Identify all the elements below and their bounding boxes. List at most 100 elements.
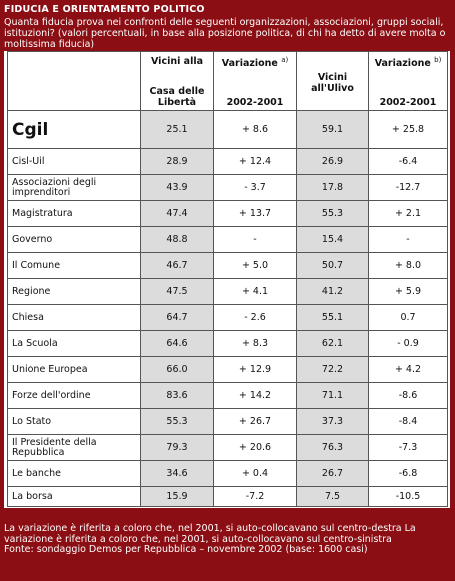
cell-cdl: 46.7 — [140, 252, 214, 279]
cell-cdl: 83.6 — [140, 382, 214, 409]
header: FIDUCIA E ORIENTAMENTO POLITICO Quanta f… — [4, 4, 449, 50]
table-row: Il Comune 46.7 + 5.0 50.7 + 8.0 — [7, 252, 448, 279]
header-var-a-line1: Variazione a) — [218, 56, 292, 69]
cell-var-a: + 0.4 — [213, 460, 297, 487]
table-body: Cgil 25.1 + 8.6 59.1 + 25.8 Cisl-Uil 28.9 + 12.… — [7, 110, 448, 507]
cell-var-b: -8.6 — [368, 382, 448, 409]
cell-var-a: - 3.7 — [213, 174, 297, 201]
header-cdl: Vicini alla Casa delle Libertà — [140, 51, 214, 111]
infographic-subtitle: Quanta fiducia prova nei confronti delle… — [4, 17, 446, 50]
row-label: La Scuola — [7, 330, 141, 357]
row-label: Forze dell'ordine — [7, 382, 141, 409]
table-row: Lo Stato 55.3 + 26.7 37.3 -8.4 — [7, 408, 448, 435]
cell-var-a: + 5.0 — [213, 252, 297, 279]
table-row: Regione 47.5 + 4.1 41.2 + 5.9 — [7, 278, 448, 305]
header-var-b-note: b) — [434, 56, 442, 64]
header-var-b-line1: Variazione b) — [373, 56, 443, 69]
cell-cdl: 25.1 — [140, 110, 214, 149]
cell-var-a: + 13.7 — [213, 200, 297, 227]
cell-var-b: -6.4 — [368, 148, 448, 175]
cell-var-a: + 8.3 — [213, 330, 297, 357]
cell-var-a: + 12.9 — [213, 356, 297, 383]
cell-ulivo: 71.1 — [296, 382, 369, 409]
cell-var-b: - 0.9 — [368, 330, 448, 357]
cell-var-b: -6.8 — [368, 460, 448, 487]
cell-var-a: + 4.1 — [213, 278, 297, 305]
header-blank — [7, 51, 141, 111]
cell-ulivo: 50.7 — [296, 252, 369, 279]
row-label: Unione Europea — [7, 356, 141, 383]
cell-var-a: + 12.4 — [213, 148, 297, 175]
footer: La variazione è riferita a coloro che, n… — [4, 523, 450, 556]
header-ulivo-line1: Vicini all'Ulivo — [311, 72, 354, 94]
row-label: Cgil — [7, 110, 141, 149]
table-row: Chiesa 64.7- 2.6 55.1 0.7 — [7, 304, 448, 331]
row-label: Cisl-Uil — [7, 148, 141, 175]
cell-var-b: -8.4 — [368, 408, 448, 435]
trust-table: Vicini alla Casa delle Libertà Variazion… — [7, 51, 448, 507]
cell-cdl: 47.4 — [140, 200, 214, 227]
cell-var-a: -7.2 — [213, 486, 297, 507]
cell-ulivo: 7.5 — [296, 486, 369, 507]
cell-cdl: 47.5 — [140, 278, 214, 305]
table-row: La Scuola 64.6 + 8.3 62.1- 0.9 — [7, 330, 448, 357]
cell-var-b: + 8.0 — [368, 252, 448, 279]
table-row: Forze dell'ordine 83.6 + 14.2 71.1 -8.6 — [7, 382, 448, 409]
table-row: Governo 48.8-15.4- — [7, 226, 448, 253]
cell-ulivo: 15.4 — [296, 226, 369, 253]
row-label: Lo Stato — [7, 408, 141, 435]
cell-cdl: 79.3 — [140, 434, 214, 461]
row-label: Le banche — [7, 460, 141, 487]
table-row: La borsa 15.9 -7.2 7.5 -10.5 — [7, 486, 448, 507]
cell-ulivo: 59.1 — [296, 110, 369, 149]
table-row: Il Presidente della Repubblica 79.3 + 20.6… — [7, 434, 448, 461]
table-row: Magistratura 47.4 + 13.7 55.3 + 2.1 — [7, 200, 448, 227]
cell-ulivo: 72.2 — [296, 356, 369, 383]
cell-var-b: + 5.9 — [368, 278, 448, 305]
table-row: Cisl-Uil 28.9 + 12.4 26.9 -6.4 — [7, 148, 448, 175]
cell-var-b: + 4.2 — [368, 356, 448, 383]
cell-cdl: 64.7 — [140, 304, 214, 331]
cell-var-a: + 20.6 — [213, 434, 297, 461]
table-header-row: Vicini alla Casa delle Libertà Variazion… — [7, 51, 448, 111]
header-cdl-line1: Vicini alla — [151, 56, 203, 67]
cell-ulivo: 55.1 — [296, 304, 369, 331]
cell-cdl: 66.0 — [140, 356, 214, 383]
cell-var-b: -10.5 — [368, 486, 448, 507]
cell-cdl: 64.6 — [140, 330, 214, 357]
table-row: Cgil 25.1 + 8.6 59.1 + 25.8 — [7, 110, 448, 149]
cell-ulivo: 55.3 — [296, 200, 369, 227]
cell-cdl: 48.8 — [140, 226, 214, 253]
cell-var-a: - — [213, 226, 297, 253]
row-label: La borsa — [7, 486, 141, 507]
cell-ulivo: 41.2 — [296, 278, 369, 305]
header-var-a-text: Variazione — [221, 58, 278, 70]
cell-ulivo: 62.1 — [296, 330, 369, 357]
cell-var-a: + 26.7 — [213, 408, 297, 435]
footer-source: Fonte: sondaggio Demos per Repubblica – … — [4, 544, 368, 555]
cell-var-b: + 25.8 — [368, 110, 448, 149]
table-row: Associazioni degli imprenditori 43.9- 3.7… — [7, 174, 448, 201]
cell-ulivo: 26.9 — [296, 148, 369, 175]
cell-var-a: + 14.2 — [213, 382, 297, 409]
cell-var-a: + 8.6 — [213, 110, 297, 149]
cell-var-b: -7.3 — [368, 434, 448, 461]
header-var-a: Variazione a) 2002-2001 — [213, 51, 297, 111]
cell-cdl: 34.6 — [140, 460, 214, 487]
header-var-a-note: a) — [281, 56, 289, 64]
cell-cdl: 55.3 — [140, 408, 214, 435]
cell-ulivo: 26.7 — [296, 460, 369, 487]
table-row: Le banche 34.6 + 0.4 26.7 -6.8 — [7, 460, 448, 487]
cell-var-b: 0.7 — [368, 304, 448, 331]
row-label: Chiesa — [7, 304, 141, 331]
footer-notes: La variazione è riferita a coloro che, n… — [4, 523, 416, 545]
cell-var-b: -12.7 — [368, 174, 448, 201]
cell-cdl: 15.9 — [140, 486, 214, 507]
header-ulivo: Vicini all'Ulivo — [296, 51, 369, 111]
row-label: Il Presidente della Repubblica — [7, 434, 141, 461]
header-var-a-line2: 2002-2001 — [226, 97, 284, 108]
cell-cdl: 28.9 — [140, 148, 214, 175]
row-label: Regione — [7, 278, 141, 305]
header-var-b: Variazione b) 2002-2001 — [368, 51, 448, 111]
